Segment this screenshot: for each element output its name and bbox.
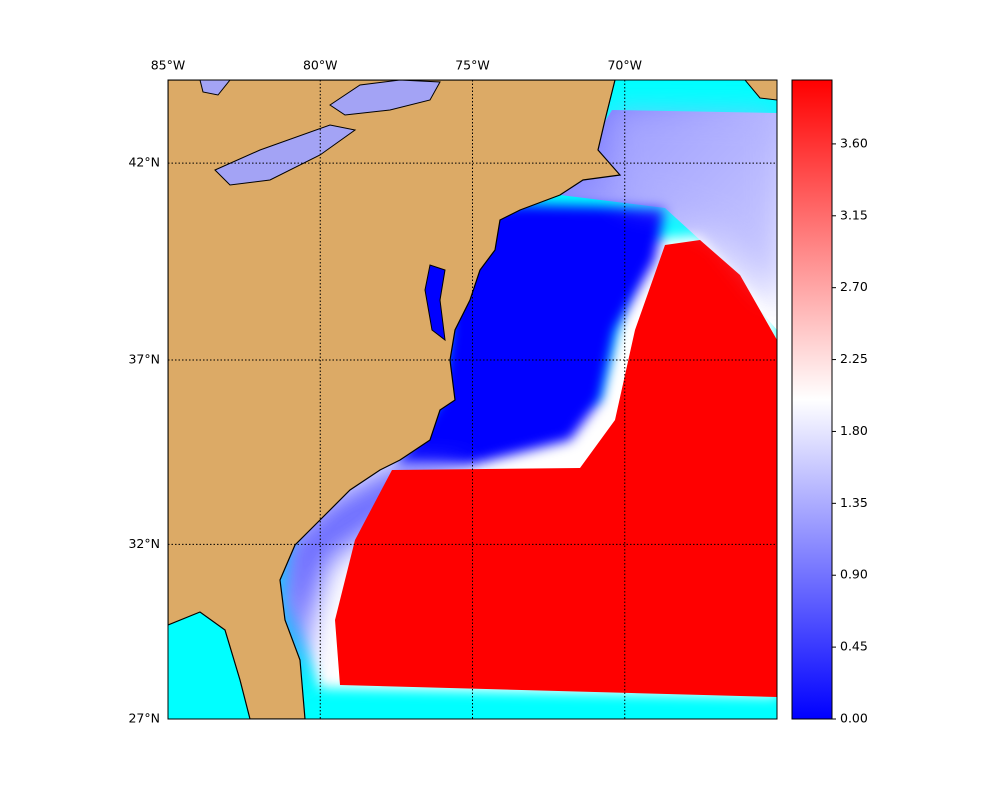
lat-label: 37°N (128, 352, 160, 367)
colorbar-tick-label: 1.35 (840, 495, 868, 510)
colorbar-tick-label: 2.25 (840, 351, 868, 366)
lake (329, 80, 441, 116)
field-mid (280, 465, 470, 688)
bay (424, 264, 446, 342)
land (168, 80, 622, 719)
lake (199, 80, 231, 96)
colorbar-tick-label: 0.45 (840, 639, 868, 654)
lon-label: 80°W (303, 58, 338, 73)
lon-label: 85°W (151, 58, 186, 73)
field-red (335, 240, 777, 697)
colorbar-tick-label: 3.60 (840, 135, 868, 150)
colorbar-tick-label: 1.80 (840, 423, 868, 438)
map-frame (167, 79, 778, 720)
lon-label: 75°W (455, 58, 490, 73)
land (744, 80, 777, 101)
colorbar-tick-label: 0.00 (840, 711, 868, 726)
field-soft (610, 110, 777, 300)
colorbar-ticks: 0.00 0.45 0.90 1.35 1.80 2.25 2.70 3.15 3.60 (832, 135, 868, 726)
colorbar (791, 79, 833, 720)
colorbar-tick-label: 2.70 (840, 279, 868, 294)
colorbar-tick-label: 3.15 (840, 207, 868, 222)
colorbar-tick-label: 0.90 (840, 567, 868, 582)
lat-label: 32°N (128, 536, 160, 551)
lon-label: 70°W (607, 58, 642, 73)
lat-label: 42°N (128, 155, 160, 170)
lat-label: 27°N (128, 711, 160, 726)
